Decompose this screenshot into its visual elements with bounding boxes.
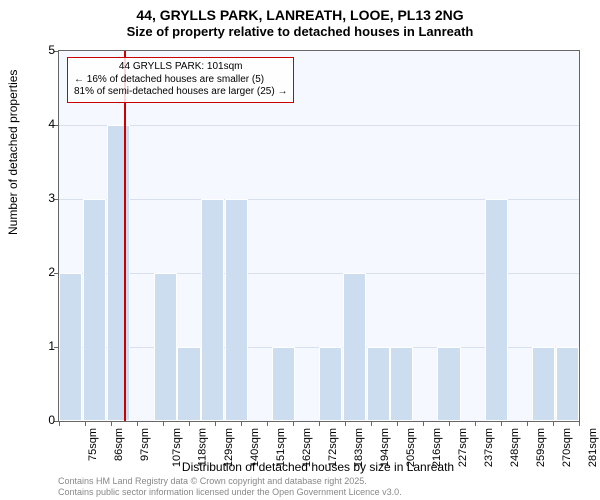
x-tick-mark <box>111 421 112 426</box>
x-tick-label: 162sqm <box>301 428 313 467</box>
annotation-line1: 44 GRYLLS PARK: 101sqm <box>74 61 287 74</box>
x-tick-mark <box>423 421 424 426</box>
attribution-line1: Contains HM Land Registry data © Crown c… <box>58 476 402 487</box>
x-tick-mark <box>553 421 554 426</box>
x-tick-label: 237sqm <box>483 428 495 467</box>
histogram-bar <box>225 199 248 421</box>
x-tick-label: 227sqm <box>457 428 469 467</box>
x-tick-label: 151sqm <box>275 428 287 467</box>
y-axis-label: Number of detached properties <box>6 70 20 235</box>
histogram-bar <box>154 273 177 421</box>
x-tick-label: 270sqm <box>561 428 573 467</box>
x-tick-label: 205sqm <box>405 428 417 467</box>
x-tick-label: 281sqm <box>587 428 599 467</box>
x-tick-mark <box>527 421 528 426</box>
x-tick-label: 75sqm <box>87 428 99 461</box>
annotation-box: 44 GRYLLS PARK: 101sqm ← 16% of detached… <box>67 57 294 103</box>
x-tick-label: 140sqm <box>249 428 261 467</box>
histogram-bar <box>437 347 460 421</box>
histogram-bar <box>319 347 342 421</box>
y-tick-label: 5 <box>25 43 55 57</box>
histogram-bar <box>485 199 508 421</box>
x-tick-label: 172sqm <box>327 428 339 467</box>
histogram-bar <box>59 273 82 421</box>
x-tick-mark <box>189 421 190 426</box>
attribution-line2: Contains public sector information licen… <box>58 487 402 498</box>
x-tick-mark <box>293 421 294 426</box>
x-tick-mark <box>319 421 320 426</box>
x-tick-label: 86sqm <box>113 428 125 461</box>
x-tick-mark <box>449 421 450 426</box>
chart-title: 44, GRYLLS PARK, LANREATH, LOOE, PL13 2N… <box>0 0 600 41</box>
x-tick-label: 97sqm <box>139 428 151 461</box>
histogram-bar <box>272 347 295 421</box>
x-tick-label: 129sqm <box>223 428 235 467</box>
x-tick-mark <box>475 421 476 426</box>
x-tick-label: 183sqm <box>353 428 365 467</box>
histogram-bar <box>556 347 579 421</box>
x-tick-label: 248sqm <box>509 428 521 467</box>
gridline <box>59 125 579 126</box>
x-tick-mark <box>215 421 216 426</box>
x-tick-mark <box>345 421 346 426</box>
histogram-bar <box>107 125 130 421</box>
property-marker-line <box>124 51 126 421</box>
histogram-bar <box>343 273 366 421</box>
x-tick-mark <box>579 421 580 426</box>
title-line2: Size of property relative to detached ho… <box>0 24 600 41</box>
plot-area: 44 GRYLLS PARK: 101sqm ← 16% of detached… <box>58 50 580 422</box>
x-tick-mark <box>371 421 372 426</box>
title-line1: 44, GRYLLS PARK, LANREATH, LOOE, PL13 2N… <box>0 6 600 24</box>
x-tick-mark <box>241 421 242 426</box>
chart-container: 44, GRYLLS PARK, LANREATH, LOOE, PL13 2N… <box>0 0 600 500</box>
x-tick-mark <box>85 421 86 426</box>
histogram-bar <box>390 347 413 421</box>
x-tick-mark <box>59 421 60 426</box>
x-tick-label: 107sqm <box>171 428 183 467</box>
attribution: Contains HM Land Registry data © Crown c… <box>58 476 402 498</box>
annotation-line3: 81% of semi-detached houses are larger (… <box>74 86 287 99</box>
x-tick-mark <box>501 421 502 426</box>
y-tick-label: 2 <box>25 265 55 279</box>
x-tick-label: 194sqm <box>379 428 391 467</box>
x-tick-mark <box>137 421 138 426</box>
x-tick-label: 118sqm <box>196 428 208 466</box>
x-tick-mark <box>267 421 268 426</box>
x-tick-mark <box>397 421 398 426</box>
histogram-bar <box>83 199 106 421</box>
y-tick-label: 0 <box>25 413 55 427</box>
y-tick-label: 1 <box>25 339 55 353</box>
annotation-line2: ← 16% of detached houses are smaller (5) <box>74 74 287 87</box>
x-axis-label: Distribution of detached houses by size … <box>58 460 578 474</box>
histogram-bar <box>367 347 390 421</box>
x-tick-label: 216sqm <box>431 428 443 467</box>
histogram-bar <box>532 347 555 421</box>
y-tick-label: 4 <box>25 117 55 131</box>
x-tick-label: 259sqm <box>535 428 547 467</box>
histogram-bar <box>177 347 200 421</box>
y-tick-label: 3 <box>25 191 55 205</box>
x-tick-mark <box>163 421 164 426</box>
histogram-bar <box>201 199 224 421</box>
